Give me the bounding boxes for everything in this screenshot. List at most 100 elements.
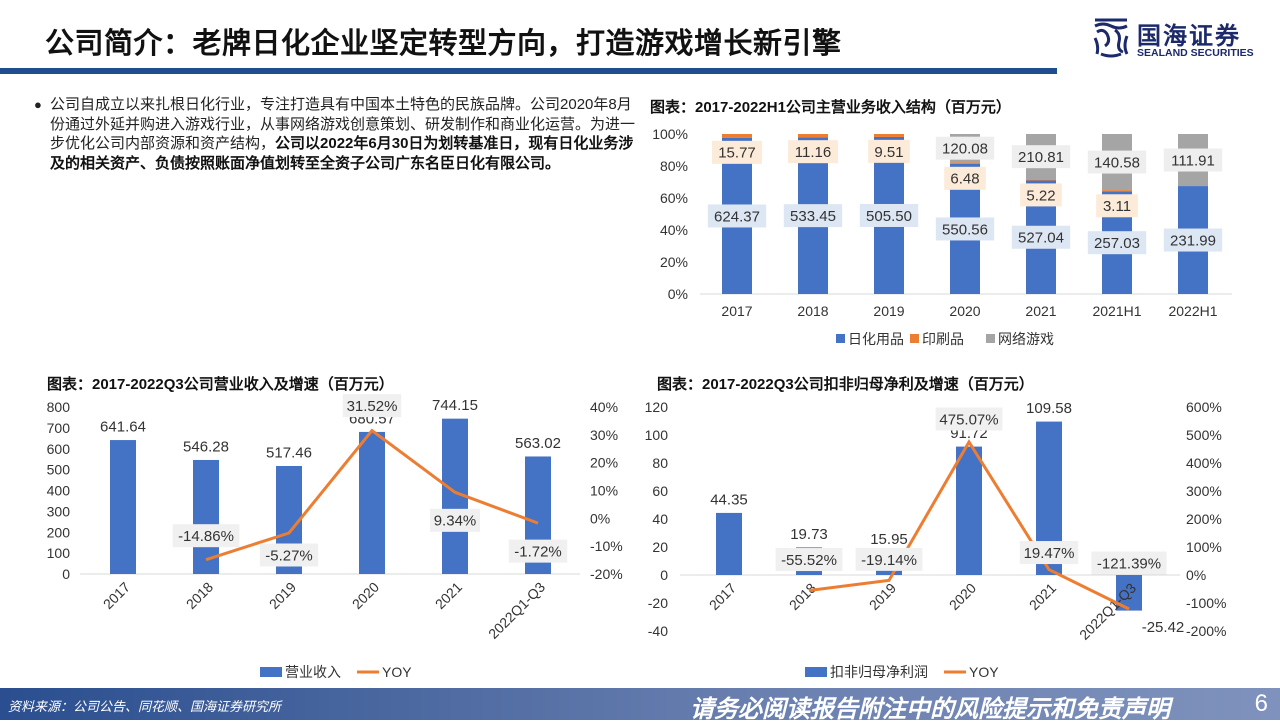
chart1-data-label: 111.91 — [1171, 152, 1215, 169]
chart3-bar — [716, 512, 742, 575]
chart1-data-label: 5.22 — [1026, 187, 1055, 204]
chart2-title: 图表：2017-2022Q3公司营业收入及增速（百万元） — [47, 376, 394, 393]
chart3-xtick: 2021 — [1026, 580, 1059, 613]
chart3-yoy-label: -19.14% — [861, 552, 917, 569]
chart3-xtick: 2017 — [706, 580, 739, 613]
chart2-yoy-line — [205, 428, 539, 562]
chart1-data-label: 231.99 — [1170, 232, 1216, 249]
chart3-y2tick: 100% — [1186, 539, 1222, 555]
chart3-bar — [956, 446, 982, 575]
chart2-bar-label: 563.02 — [515, 435, 561, 452]
chart2-yoy-label: -14.86% — [178, 528, 234, 545]
chart2-ytick: 300 — [47, 503, 71, 519]
chart2-xtick: 2017 — [100, 579, 133, 612]
chart3-y2tick: 600% — [1186, 399, 1222, 415]
chart3-bar-label: -25.42 — [1142, 619, 1185, 636]
intro-bold-text: 公司以2022年6月30日为划转基准日，现有日化业务涉及的相关资产、负债按照账面… — [50, 135, 634, 172]
chart1-xtick: 2022H1 — [1168, 303, 1217, 319]
chart2-ytick: 200 — [47, 524, 71, 540]
chart2-yoy-label-bg — [508, 539, 568, 563]
chart2-bar — [110, 440, 136, 574]
chart1-xtick: 2021 — [1025, 303, 1056, 319]
chart2-y2tick: 0% — [590, 510, 610, 526]
chart1-legend-swatch — [910, 334, 919, 343]
chart3-yoy-label-bg — [1091, 551, 1167, 575]
chart3-yoy-label-bg — [1019, 541, 1079, 565]
chart1-data-label-bg — [935, 136, 995, 160]
chart1-bar-1 — [722, 134, 752, 138]
chart3-bar-label: 15.95 — [870, 531, 908, 548]
chart1-data-label: 140.58 — [1094, 154, 1140, 171]
chart3-legend-bar-swatch — [805, 667, 827, 677]
chart2-yoy-label-bg — [172, 524, 240, 548]
title-divider — [0, 68, 1057, 74]
chart2-bar-label: 517.46 — [266, 444, 312, 461]
chart3-yoy-label: -55.52% — [781, 552, 837, 569]
chart1-data-label-bg — [1011, 225, 1071, 249]
logo-english: SEALAND SECURITIES — [1137, 47, 1254, 59]
chart2-y2tick: 10% — [590, 483, 618, 499]
chart2-xtick: 2018 — [183, 579, 216, 612]
chart1-data-label-bg — [1087, 231, 1147, 255]
intro-paragraph: ● 公司自成立以来扎根日化行业，专注打造具有中国本土特色的民族品牌。公司2020年… — [34, 95, 636, 173]
chart1-data-label-bg — [944, 166, 986, 190]
chart3-title: 图表：2017-2022Q3公司扣非归母净利及增速（百万元） — [657, 376, 1034, 393]
chart2-ytick: 0 — [62, 566, 70, 582]
intro-text: 公司自成立以来扎根日化行业，专注打造具有中国本土特色的民族品牌。公司2020年8… — [50, 96, 636, 153]
chart1-ytick: 20% — [660, 254, 688, 270]
chart1-ytick: 100% — [652, 126, 688, 142]
chart2-yoy-label-bg — [259, 543, 319, 567]
chart1-xtick: 2019 — [873, 303, 904, 319]
chart1-ytick: 40% — [660, 222, 688, 238]
chart3-xtick: 2018 — [786, 580, 819, 613]
chart1-bar-1 — [874, 134, 904, 137]
chart1-data-label-bg — [935, 217, 995, 241]
chart3-y2tick: 500% — [1186, 427, 1222, 443]
chart1-bar-1 — [1102, 190, 1132, 192]
chart2-xtick: 2019 — [266, 579, 299, 612]
chart1-legend-label: 网络游戏 — [998, 331, 1054, 347]
chart2-ytick: 500 — [47, 462, 71, 478]
chart2-ytick: 800 — [47, 399, 71, 415]
chart1-data-label: 15.77 — [718, 145, 756, 162]
chart1-data-label-bg — [783, 204, 843, 228]
chart1-xtick: 2017 — [721, 303, 752, 319]
chart2-yoy-label: 31.52% — [347, 398, 398, 415]
chart2-y2tick: 40% — [590, 399, 618, 415]
chart3-ytick: 100 — [645, 427, 669, 443]
chart3-ytick: 0 — [660, 567, 668, 583]
chart1-data-label-bg — [1163, 148, 1223, 172]
chart1-xtick: 2020 — [949, 303, 980, 319]
logo-chinese: 国海证券 — [1137, 23, 1241, 50]
chart3-bar-label: 19.73 — [790, 526, 828, 543]
chart2-legend-bar-swatch — [260, 667, 282, 677]
chart2-yoy-label: 9.34% — [434, 513, 477, 530]
chart2-xtick: 2022Q1-Q3 — [485, 579, 548, 642]
chart3-ytick: 120 — [645, 399, 669, 415]
chart1-data-label-bg — [1087, 150, 1147, 174]
chart1-data-label: 533.45 — [790, 208, 836, 225]
chart2-yoy-label: -1.72% — [514, 544, 562, 561]
disclaimer: 请务必阅读报告附注中的风险提示和免责声明 — [690, 696, 1170, 723]
chart2-ytick: 100 — [47, 545, 71, 561]
chart1-data-label-bg — [868, 139, 910, 163]
chart3-ytick: -20 — [648, 595, 668, 611]
chart1-data-label: 210.81 — [1018, 149, 1064, 166]
chart1-data-label: 257.03 — [1094, 235, 1140, 252]
chart2-yoy-label-bg — [342, 394, 402, 418]
chart1-title: 图表：2017-2022H1公司主营业务收入结构（百万元） — [650, 99, 1011, 116]
chart2-y2tick: -10% — [590, 538, 623, 554]
sealand-logo: 国海证券 SEALAND SECURITIES — [1093, 16, 1273, 62]
chart1-xtick: 2018 — [797, 303, 828, 319]
chart3-xtick: 2020 — [946, 580, 979, 613]
chart3-y2tick: -200% — [1186, 623, 1226, 639]
chart2-legend-bar-label: 营业收入 — [285, 664, 341, 680]
chart3-y2tick: 0% — [1186, 567, 1206, 583]
chart1-data-label: 550.56 — [942, 221, 988, 238]
chart1-xtick: 2021H1 — [1092, 303, 1141, 319]
chart2-bar-label: 641.64 — [100, 418, 146, 435]
chart1-data-label-bg — [707, 204, 767, 228]
chart1-bar-1 — [798, 134, 828, 138]
chart3-yoy-label: 19.47% — [1024, 545, 1075, 562]
